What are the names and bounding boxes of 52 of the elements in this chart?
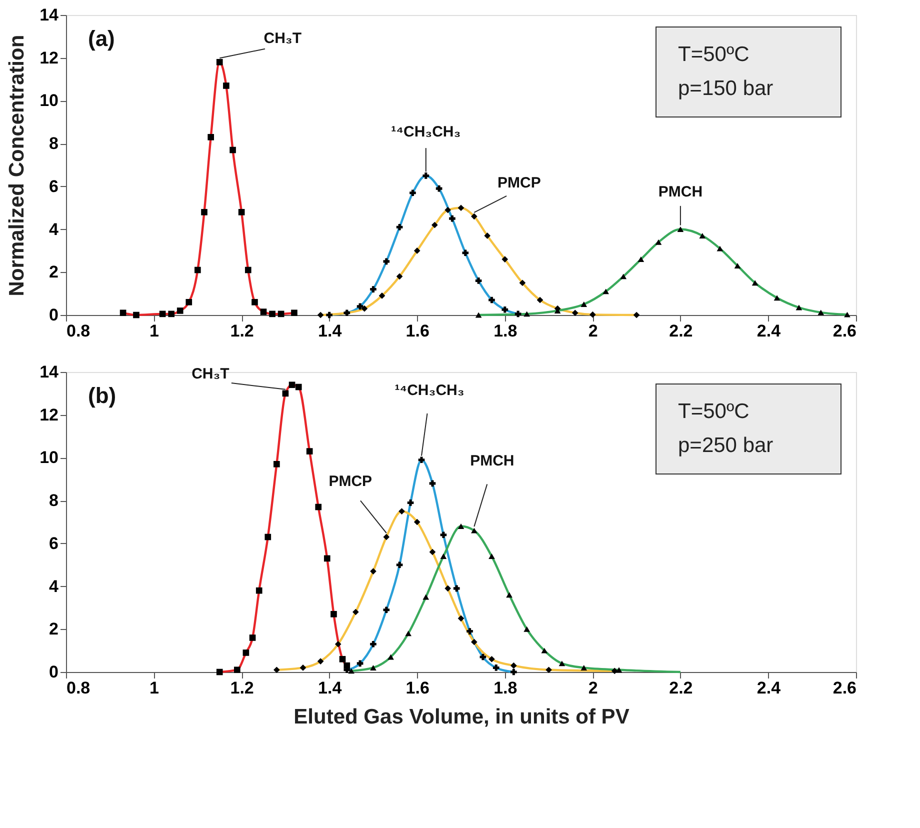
y-tick-label: 0 bbox=[49, 662, 58, 682]
annotation: PMCH bbox=[658, 183, 703, 200]
x-tick-label: 2.6 bbox=[832, 678, 856, 698]
x-tick-label: 2.2 bbox=[669, 322, 693, 340]
text: (a) bbox=[88, 26, 115, 51]
y-tick-label: 4 bbox=[49, 576, 60, 596]
x-tick-label: 1 bbox=[150, 322, 160, 340]
annotation: PMCP bbox=[497, 174, 541, 192]
annotation: p=250 bar bbox=[678, 434, 774, 457]
annotation: PMCP bbox=[328, 473, 372, 490]
y-tick-label: 8 bbox=[49, 491, 58, 510]
y-tick-label: 14 bbox=[40, 6, 60, 24]
annotation: p=150 bar bbox=[678, 77, 774, 100]
y-tick-label: 14 bbox=[40, 362, 60, 382]
x-tick-label: 2 bbox=[588, 678, 598, 698]
y-tick-label: 2 bbox=[49, 620, 58, 639]
x-tick-label: 0.8 bbox=[66, 322, 90, 340]
annotation: T=50ºC bbox=[678, 43, 750, 66]
annotation: T=50ºC bbox=[678, 400, 750, 423]
x-tick-label: 2 bbox=[588, 322, 598, 340]
x-tick-label: 1.4 bbox=[318, 678, 342, 698]
annotation: CH₃T bbox=[264, 30, 302, 48]
text: (b) bbox=[88, 383, 116, 408]
x-tick-label: 1 bbox=[150, 678, 160, 698]
x-tick-label: 1.4 bbox=[318, 322, 342, 340]
x-tick-label: 1.6 bbox=[406, 322, 430, 340]
x-tick-label: 0.8 bbox=[66, 678, 90, 698]
annotation: ¹⁴CH₃CH₃ bbox=[391, 124, 461, 141]
x-tick-label: 2.4 bbox=[756, 678, 782, 698]
annotation: PMCH bbox=[470, 452, 514, 470]
x-tick-label: 1.8 bbox=[494, 678, 518, 698]
y-tick-label: 10 bbox=[40, 448, 58, 468]
x-tick-label: 1.8 bbox=[494, 322, 518, 340]
y-tick-label: 12 bbox=[40, 405, 58, 424]
y-tick-label: 6 bbox=[49, 534, 58, 553]
x-tick-label: 2.4 bbox=[756, 322, 782, 340]
y-tick-label: 8 bbox=[49, 134, 58, 154]
x-tick-label: 1.6 bbox=[406, 678, 430, 698]
x-tick-label: 1.2 bbox=[230, 678, 254, 698]
y-tick-label: 12 bbox=[40, 48, 58, 68]
x-tick-label: 1.2 bbox=[230, 322, 254, 340]
x-tick-label: 2.6 bbox=[832, 322, 856, 340]
x-axis-title: Eluted Gas Volume, in units of PV bbox=[294, 706, 630, 728]
annotation: CH₃T bbox=[192, 365, 230, 382]
y-tick-label: 4 bbox=[49, 220, 60, 239]
y-tick-label: 0 bbox=[49, 306, 58, 324]
y-tick-label: 6 bbox=[49, 176, 58, 196]
x-tick-label: 2.2 bbox=[669, 678, 693, 698]
y-tick-label: 10 bbox=[40, 91, 58, 110]
annotation: ¹⁴CH₃CH₃ bbox=[394, 382, 464, 399]
y-axis-title: Normalized Concentration bbox=[6, 34, 29, 296]
y-tick-label: 2 bbox=[49, 262, 58, 282]
